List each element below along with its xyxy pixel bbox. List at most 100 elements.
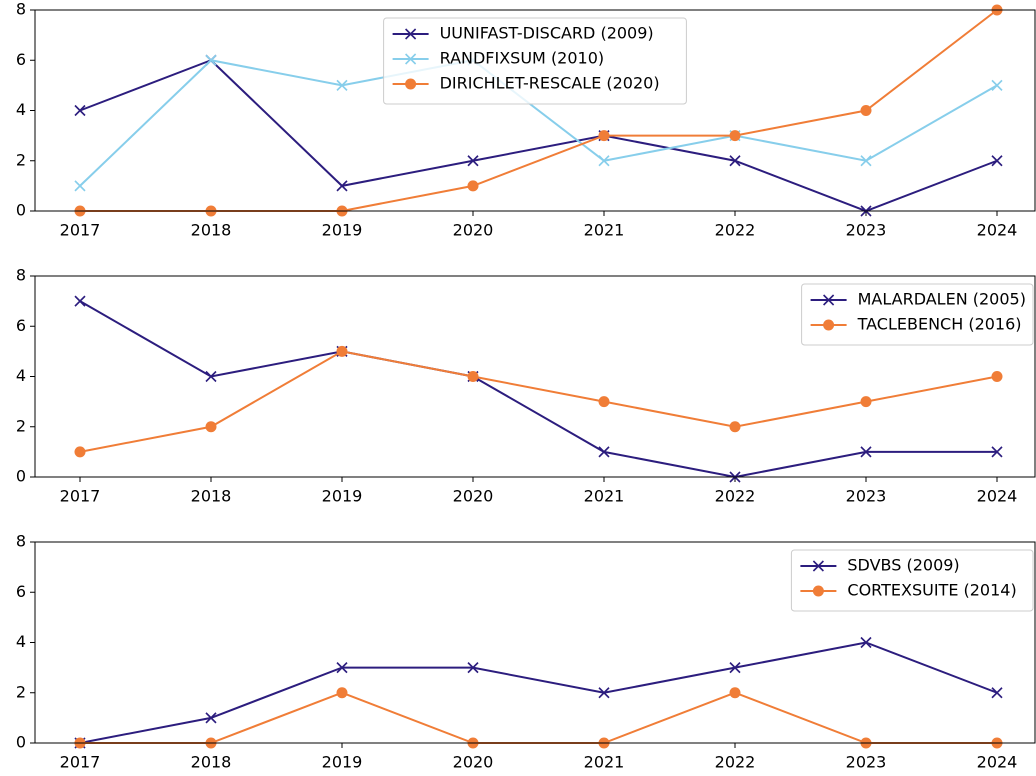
y-tick-label: 4 (16, 632, 26, 651)
y-tick-label: 2 (16, 682, 26, 701)
data-point (860, 155, 872, 167)
x-tick-label: 2021 (584, 221, 625, 240)
data-point (205, 712, 217, 724)
data-point (860, 396, 872, 408)
legend: MALARDALEN (2005) TACLEBENCH (2016) (801, 283, 1034, 346)
x-tick-label: 2018 (191, 487, 232, 506)
data-point (336, 79, 348, 91)
y-tick-label: 6 (16, 316, 26, 335)
x-tick-label: 2024 (977, 221, 1018, 240)
legend-marker (405, 78, 417, 90)
legend-label: UUNIFAST-DISCARD (2009) (440, 24, 654, 43)
legend-label: SDVBS (2009) (847, 556, 959, 575)
series-line (79, 641, 998, 744)
data-point (991, 155, 1003, 167)
legend-box (801, 283, 1034, 346)
y-tick-label: 6 (16, 582, 26, 601)
x-tick-label: 2017 (60, 753, 101, 772)
data-point (598, 155, 610, 167)
series-line (80, 691, 997, 744)
data-point (74, 104, 86, 117)
legend-box (383, 17, 687, 105)
data-point (729, 130, 741, 142)
y-tick-label: 4 (16, 366, 26, 385)
data-point (991, 687, 1003, 699)
y-tick-label: 2 (16, 150, 26, 169)
series-line (79, 59, 998, 213)
data-point (860, 446, 872, 458)
series-line (79, 350, 998, 453)
x-tick-label: 2023 (846, 221, 887, 240)
x-tick-label: 2021 (584, 753, 625, 772)
data-point (860, 105, 872, 116)
data-point (598, 130, 610, 142)
legend: SDVBS (2009) CORTEXSUITE (2014) (790, 549, 1034, 612)
data-point (205, 370, 217, 383)
data-point (598, 446, 610, 458)
data-point (467, 180, 479, 192)
legend: UUNIFAST-DISCARD (2009) RANDFIXSUM (2010)… (383, 17, 687, 105)
data-point (336, 345, 348, 357)
x-tick-label: 2024 (977, 753, 1018, 772)
legend-marker (405, 28, 417, 40)
x-tick-label: 2022 (715, 487, 756, 506)
data-point (729, 421, 741, 433)
data-point (467, 155, 479, 167)
data-point (205, 54, 217, 66)
x-tick-label: 2019 (322, 221, 363, 240)
data-point (467, 371, 479, 382)
data-point (336, 662, 348, 674)
y-tick-label: 0 (16, 733, 26, 752)
x-tick-label: 2017 (60, 221, 101, 240)
data-point (598, 687, 610, 699)
legend-label: CORTEXSUITE (2014) (847, 581, 1016, 600)
legend-label: MALARDALEN (2005) (858, 290, 1026, 309)
data-point (467, 662, 479, 674)
data-point (991, 371, 1003, 382)
legend-label: RANDFIXSUM (2010) (440, 49, 605, 68)
data-point (205, 421, 217, 433)
legend-marker (823, 294, 835, 306)
x-tick-label: 2022 (715, 221, 756, 240)
data-point (598, 396, 610, 408)
x-tick-label: 2020 (453, 221, 494, 240)
y-tick-label: 8 (16, 0, 26, 19)
series-line (79, 300, 997, 479)
data-point (729, 662, 741, 674)
legend-label: DIRICHLET-RESCALE (2020) (440, 74, 660, 93)
data-point (991, 446, 1003, 458)
y-tick-label: 8 (16, 532, 26, 551)
y-tick-label: 6 (16, 50, 26, 69)
x-tick-label: 2023 (846, 487, 887, 506)
plot-frame (34, 9, 1036, 212)
data-point (991, 79, 1003, 91)
legend-marker (812, 560, 824, 572)
data-point (729, 687, 741, 699)
y-tick-label: 0 (16, 467, 26, 486)
legend-label: TACLEBENCH (2016) (857, 315, 1022, 334)
data-point (336, 180, 348, 192)
y-tick-label: 0 (16, 201, 26, 220)
plot-frame (34, 541, 1036, 744)
legend-box (790, 549, 1034, 612)
x-tick-label: 2018 (191, 753, 232, 772)
data-point (74, 446, 86, 458)
x-tick-label: 2017 (60, 487, 101, 506)
data-point (74, 295, 86, 307)
x-tick-label: 2022 (715, 753, 756, 772)
data-point (860, 636, 872, 649)
x-tick-label: 2021 (584, 487, 625, 506)
x-tick-label: 2019 (322, 753, 363, 772)
legend-marker (812, 585, 824, 597)
data-point (336, 687, 348, 699)
series-line (79, 59, 998, 187)
x-tick-label: 2023 (846, 753, 887, 772)
legend-marker (405, 53, 417, 65)
x-tick-label: 2018 (191, 221, 232, 240)
data-point (74, 180, 86, 192)
y-tick-label: 8 (16, 266, 26, 285)
data-point (729, 155, 741, 167)
x-tick-label: 2020 (453, 753, 494, 772)
